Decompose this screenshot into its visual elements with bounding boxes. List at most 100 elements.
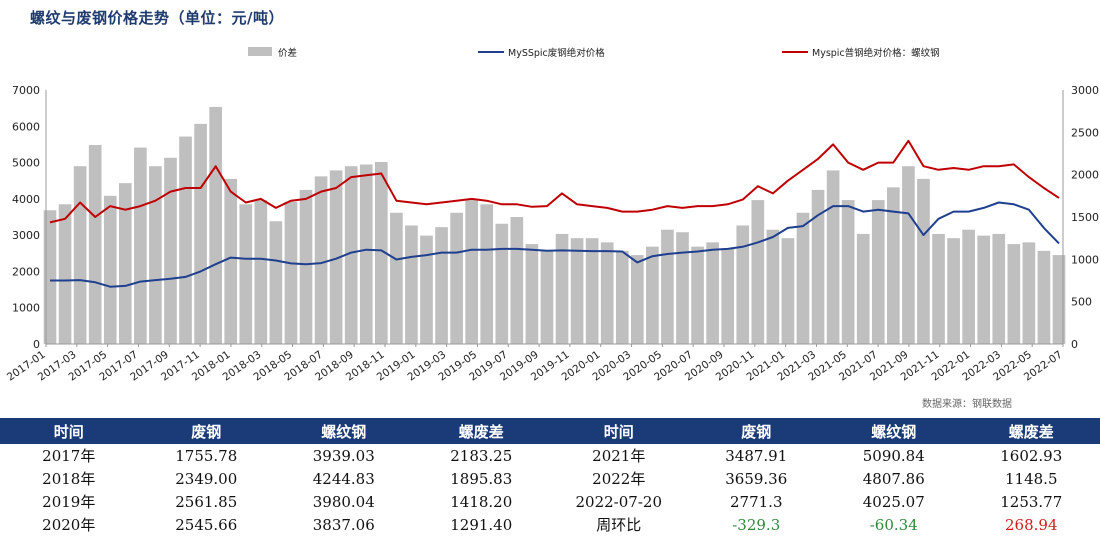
table-cell: 2022-07-20 [575,492,662,511]
table-cell: 1755.78 [175,446,238,465]
spread-bar [691,246,704,344]
spread-bar [239,204,253,344]
spread-bar [344,166,358,344]
legend-swatch-spread [248,47,272,56]
left-tick-label: 0 [33,338,40,351]
right-tick-label: 1500 [1071,211,1099,224]
table-header-cell: 螺废差 [962,418,1100,444]
table-cell: 2018年 [42,470,96,488]
table-header-cell: 废钢 [137,418,275,444]
spread-bar [1052,255,1066,344]
left-tick-label: 3000 [12,229,40,242]
spread-bar [450,212,463,344]
spread-bar [721,248,735,344]
table-cell: 3939.03 [312,446,375,465]
left-tick-label: 6000 [12,120,40,133]
spread-bar [585,238,599,344]
spread-bar [992,233,1006,344]
spread-bar [962,229,975,344]
spread-bar [405,225,418,344]
table-header-cell: 螺废差 [412,418,550,444]
spread-bar [209,106,222,344]
spread-bar [299,189,313,344]
spread-bar [615,250,629,344]
spread-bar [390,212,403,344]
spread-bar [420,235,433,344]
spread-bar [164,157,177,344]
spread-bar [751,200,765,344]
spread-bar [947,238,960,344]
right-tick-label: 500 [1071,296,1092,309]
table-header-cell: 螺纹钢 [275,418,413,444]
table-cell: 2017年 [42,447,96,465]
table-cell: 2545.66 [175,515,238,534]
spread-bar [179,136,192,344]
spread-bar [254,200,268,344]
left-tick-label: 1000 [12,302,40,315]
table-header-row: 时间 废钢 螺纹钢 螺废差 时间 废钢 螺纹钢 螺废差 [0,418,1100,444]
spread-bar [811,189,825,344]
scrap-price-line [50,201,1060,288]
spread-bar [194,123,207,344]
table-cell: 2020年 [42,516,96,534]
price-summary-table: 时间 废钢 螺纹钢 螺废差 时间 废钢 螺纹钢 螺废差 2017年 1755.78 3939.03… [0,418,1100,536]
table-cell: 4244.83 [312,469,375,488]
table-cell: -329.3 [732,515,781,534]
spread-bar [1022,242,1036,344]
table-cell: 周环比 [596,516,642,534]
spread-bar [435,227,448,344]
table-cell: 2022年 [592,470,646,488]
table-cell: 1895.83 [450,469,513,488]
left-tick-label: 5000 [12,157,40,170]
spread-bar [570,238,584,344]
spread-bar [902,166,915,344]
left-tick-label: 2000 [12,265,40,278]
spread-bar [841,200,855,344]
spread-bar [781,238,795,344]
spread-bar [224,178,238,344]
right-tick-label: 2500 [1071,126,1099,139]
table-row: 2019年 2561.85 3980.04 1418.20 2022-07-20 2771… [0,490,1100,513]
spread-bar [58,204,72,344]
spread-bar [525,244,539,344]
data-source: 数据来源：钢联数据 [922,399,1012,410]
spread-bar [540,250,554,344]
spread-bar [676,232,689,344]
table-cell: 3659.36 [725,469,788,488]
price-trend-chart: 0 1000 2000 3000 4000 5000 6000 7000 0 500 1000 150… [5,47,1099,384]
spread-bar [661,229,674,344]
table-cell: 1253.77 [1000,492,1063,511]
spread-bar [73,166,87,344]
table-cell: 1418.20 [450,492,513,511]
table-cell: -60.34 [869,515,918,534]
spread-bar [1037,250,1051,344]
spread-bar [43,210,57,344]
left-tick-label: 4000 [12,193,40,206]
legend-label: MySSpic废钢绝对价格 [508,47,605,59]
spread-bar [118,183,132,344]
table-cell: 268.94 [1005,515,1058,534]
table-cell: 2349.00 [175,469,238,488]
table-cell: 1291.40 [450,515,513,534]
spread-bar [359,164,373,344]
table-cell: 3837.06 [312,515,375,534]
chart-title: 螺纹与废钢价格走势（单位：元/吨） [30,9,284,27]
spread-bar [1007,244,1021,344]
table-cell: 3487.91 [725,446,788,465]
spread-bar [932,233,945,344]
table-cell: 4025.07 [862,492,925,511]
table-cell: 3980.04 [312,492,375,511]
right-tick-label: 0 [1071,338,1078,351]
right-tick-label: 2000 [1071,169,1099,182]
spread-bar [314,176,328,344]
legend: 价差 MySSpic废钢绝对价格 Myspic普钢绝对价格：螺纹钢 [248,47,940,59]
table-cell: 2021年 [592,447,646,465]
table-header-cell: 废钢 [687,418,825,444]
legend-label: Myspic普钢绝对价格：螺纹钢 [812,47,940,59]
table-cell: 1148.5 [1005,469,1058,488]
spread-bar [103,195,117,344]
spread-bar [646,246,659,344]
table-cell: 4807.86 [862,469,925,488]
table-row: 2018年 2349.00 4244.83 1895.83 2022年 3659.36 48… [0,467,1100,490]
spread-bars [43,106,1066,344]
